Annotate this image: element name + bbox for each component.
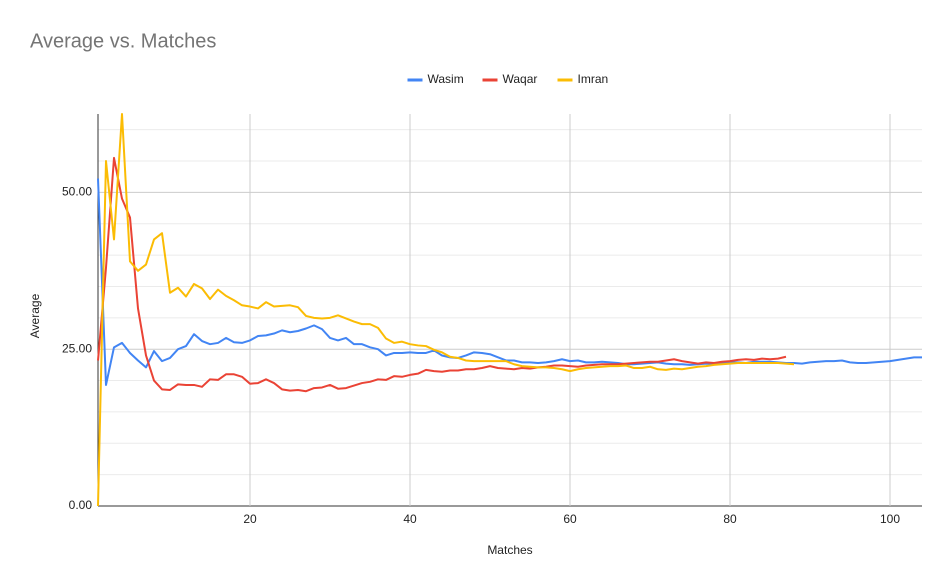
chart-title: Average vs. Matches <box>30 30 216 52</box>
series-line <box>97 113 795 507</box>
plot-area <box>97 113 922 507</box>
y-tick-label: 50.00 <box>62 185 92 199</box>
y-axis-title: Average <box>28 293 42 338</box>
legend-label: Waqar <box>503 72 538 86</box>
series-line <box>97 156 787 393</box>
x-axis-title: Matches <box>487 543 532 557</box>
legend-label: Wasim <box>428 72 464 86</box>
x-tick-label: 60 <box>563 512 577 526</box>
series-line <box>97 178 922 386</box>
x-tick-label: 20 <box>243 512 257 526</box>
legend-label: Imran <box>578 72 609 86</box>
x-tick-label: 40 <box>403 512 417 526</box>
x-tick-label: 80 <box>723 512 737 526</box>
y-tick-label: 0.00 <box>69 498 93 512</box>
legend: Wasim Waqar Imran <box>407 72 609 86</box>
x-tick-label: 100 <box>880 512 900 526</box>
grid: 0.00 25.00 50.00 20 40 60 80 100 <box>62 114 922 526</box>
y-tick-label: 25.00 <box>62 341 92 355</box>
